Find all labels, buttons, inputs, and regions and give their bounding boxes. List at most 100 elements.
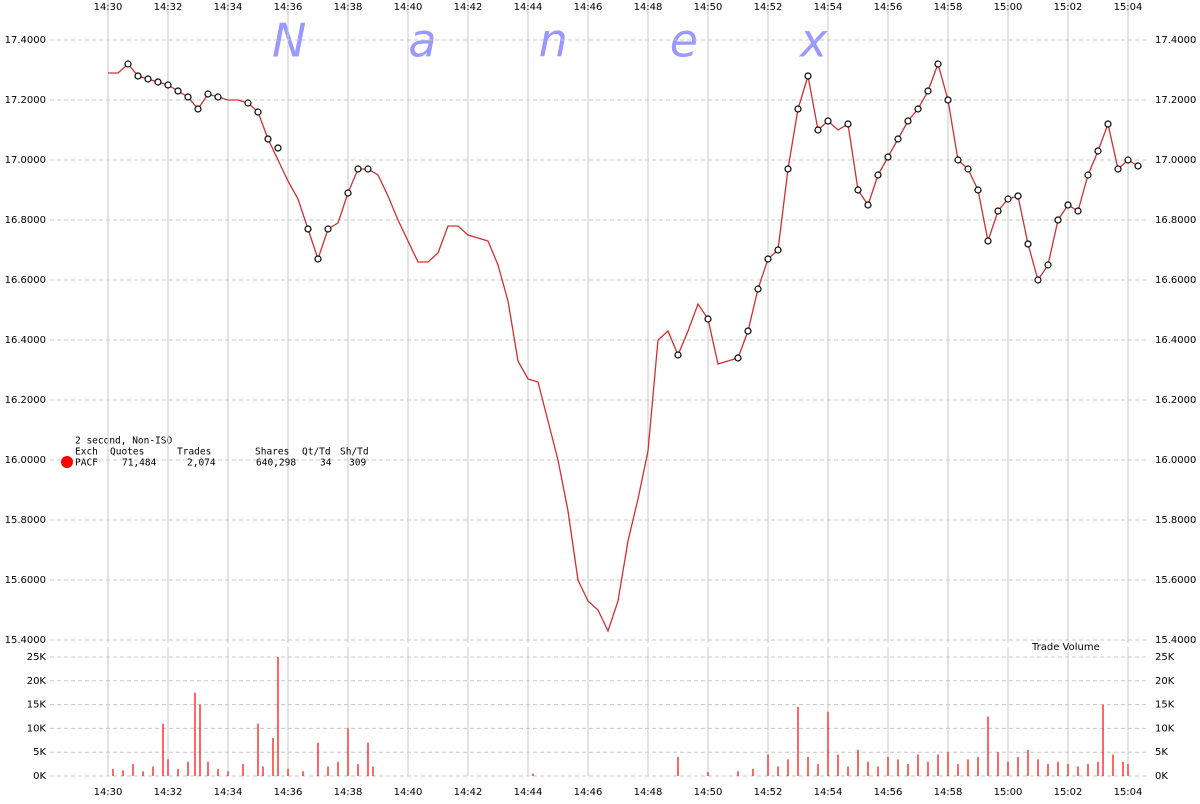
trade-marker [354,165,362,173]
x-tick-label: 14:36 [274,2,303,13]
volume-bar [262,766,264,776]
volume-bar [302,771,304,776]
trade-marker [914,105,922,113]
x-tick-label: 14:46 [574,2,603,13]
y-tick-label-right: 0K [1155,771,1168,782]
volume-bar [777,766,779,776]
legend-title: 2 second, Non-ISO [75,436,173,447]
trade-marker [674,351,682,359]
volume-bar [1112,754,1114,776]
volume-bar [207,761,209,776]
x-tick-label: 14:40 [394,2,423,13]
volume-bar [272,737,274,776]
volume-bar [317,742,319,776]
x-tick-label: 14:54 [814,787,843,798]
volume-bar [897,759,899,776]
x-tick-label: 14:36 [274,787,303,798]
x-tick-label: 14:44 [514,787,543,798]
trade-marker [804,72,812,80]
trade-marker [904,117,912,125]
legend-column: Trades [177,447,211,458]
y-tick-label: 10K [27,723,47,734]
volume-bar [947,752,949,776]
trade-marker [1074,207,1082,215]
legend-stat: 34 [320,458,332,469]
trade-marker [164,81,172,89]
y-tick-label-right: 15.6000 [1155,575,1196,586]
trade-marker [974,186,982,194]
legend-stat: 309 [349,458,366,469]
volume-bar [277,657,279,776]
trade-marker [194,105,202,113]
volume-bar [1047,764,1049,776]
trade-marker [254,108,262,116]
volume-bar [1087,764,1089,776]
trade-marker [754,285,762,293]
volume-bar [1097,761,1099,776]
volume-bar [707,772,709,776]
volume-bar [367,742,369,776]
volume-bar [837,754,839,776]
trade-marker [244,99,252,107]
volume-bar [767,754,769,776]
trade-marker [924,87,932,95]
trade-marker [184,93,192,101]
x-tick-label: 14:46 [574,787,603,798]
y-tick-label-right: 15.8000 [1155,515,1196,526]
x-tick-label: 14:48 [634,2,663,13]
volume-bar [937,754,939,776]
volume-bar [327,766,329,776]
y-tick-label: 16.6000 [5,275,46,286]
legend-stat: 2,074 [187,458,216,469]
volume-bar [917,754,919,776]
x-tick-label: 15:02 [1054,2,1083,13]
x-tick-label: 14:32 [154,787,183,798]
volume-bar [1067,764,1069,776]
y-tick-label: 15.8000 [5,515,46,526]
trade-marker [1084,171,1092,179]
volume-bar [1037,759,1039,776]
volume-bar [987,716,989,776]
trade-marker [894,135,902,143]
trade-marker [784,165,792,173]
x-tick-label: 14:56 [874,787,903,798]
trade-marker [884,153,892,161]
volume-bar [132,764,134,776]
trade-marker [824,117,832,125]
volume-title: Trade Volume [1031,642,1100,653]
volume-bar [847,766,849,776]
y-tick-label: 15.4000 [5,635,46,646]
legend-column: Shares [255,447,289,458]
x-tick-label: 15:04 [1114,2,1143,13]
trade-marker [274,144,282,152]
volume-bar [112,768,114,776]
volume-bar [737,771,739,776]
trade-marker [1044,261,1052,269]
trade-marker [964,165,972,173]
trade-marker [174,87,182,95]
x-tick-label: 14:48 [634,787,663,798]
trade-marker [984,237,992,245]
trade-marker [134,72,142,80]
trade-marker [314,255,322,263]
trade-marker [814,126,822,134]
volume-bar [152,766,154,776]
y-tick-label-right: 16.0000 [1155,455,1196,466]
x-tick-label: 14:42 [454,2,483,13]
trade-marker [1024,240,1032,248]
trade-marker [1134,162,1142,170]
trade-marker [1034,276,1042,284]
trade-marker [734,354,742,362]
y-tick-label-right: 16.2000 [1155,395,1196,406]
trade-marker [154,78,162,86]
x-tick-label: 15:00 [994,2,1023,13]
volume-bar [1057,761,1059,776]
volume-bar [187,761,189,776]
volume-bar [907,764,909,776]
y-tick-label: 17.0000 [5,155,46,166]
x-tick-label: 15:00 [994,787,1023,798]
x-tick-label: 15:04 [1114,787,1143,798]
x-tick-label: 14:30 [94,2,123,13]
trade-marker [264,135,272,143]
y-tick-label-right: 15.4000 [1155,635,1196,646]
